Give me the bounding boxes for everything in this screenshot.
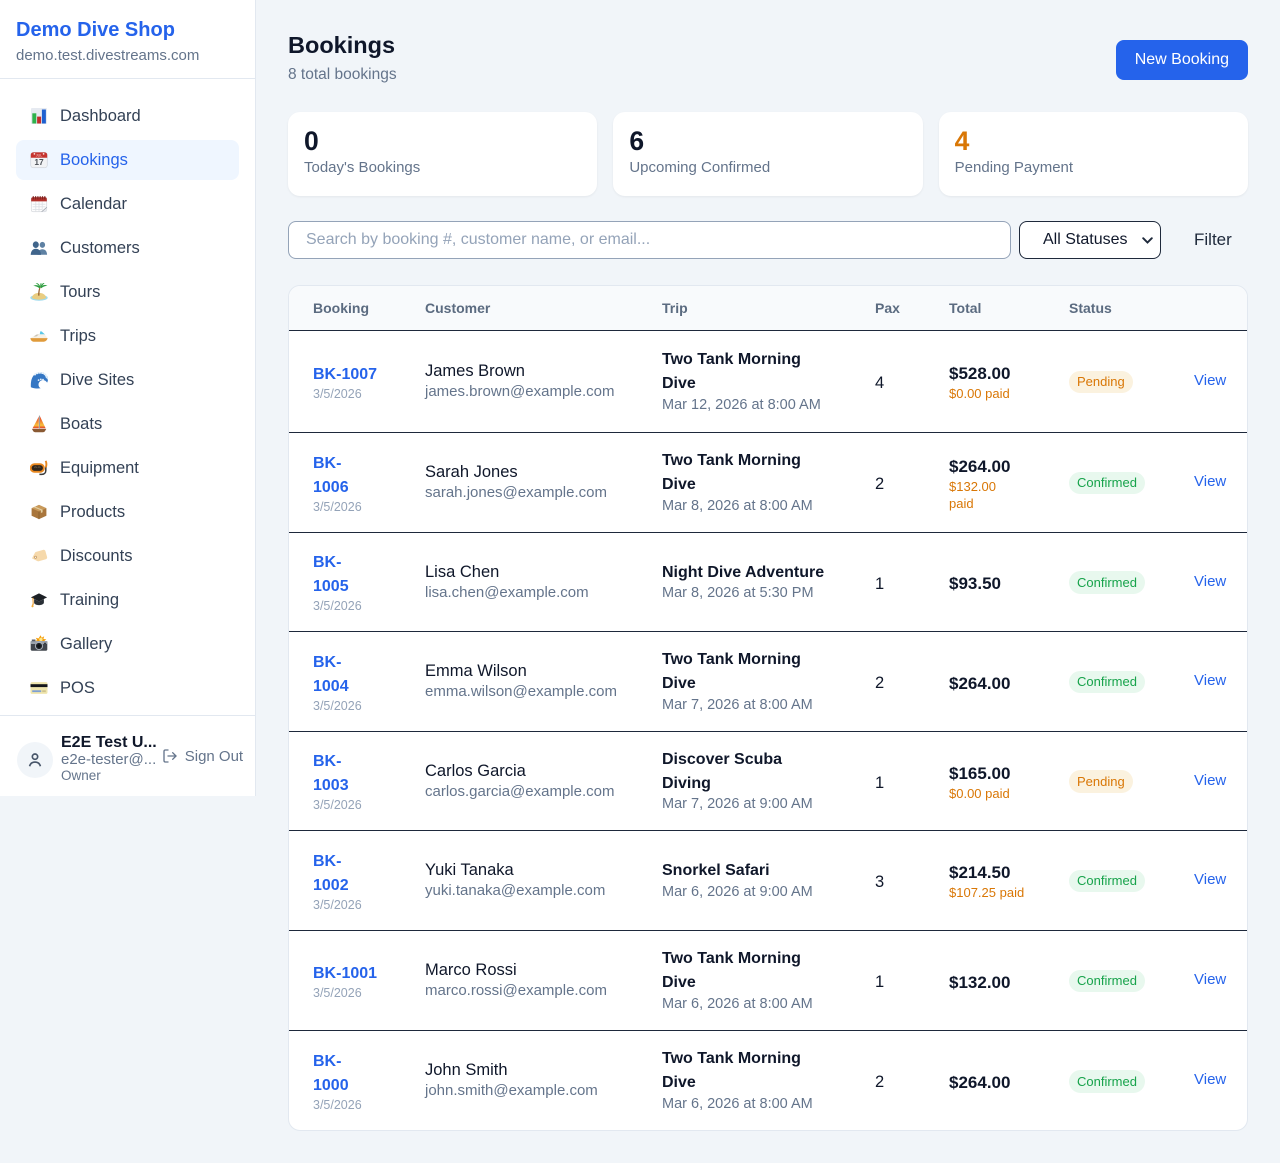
svg-text:17: 17	[34, 157, 44, 167]
svg-text:JUL: JUL	[36, 154, 42, 158]
